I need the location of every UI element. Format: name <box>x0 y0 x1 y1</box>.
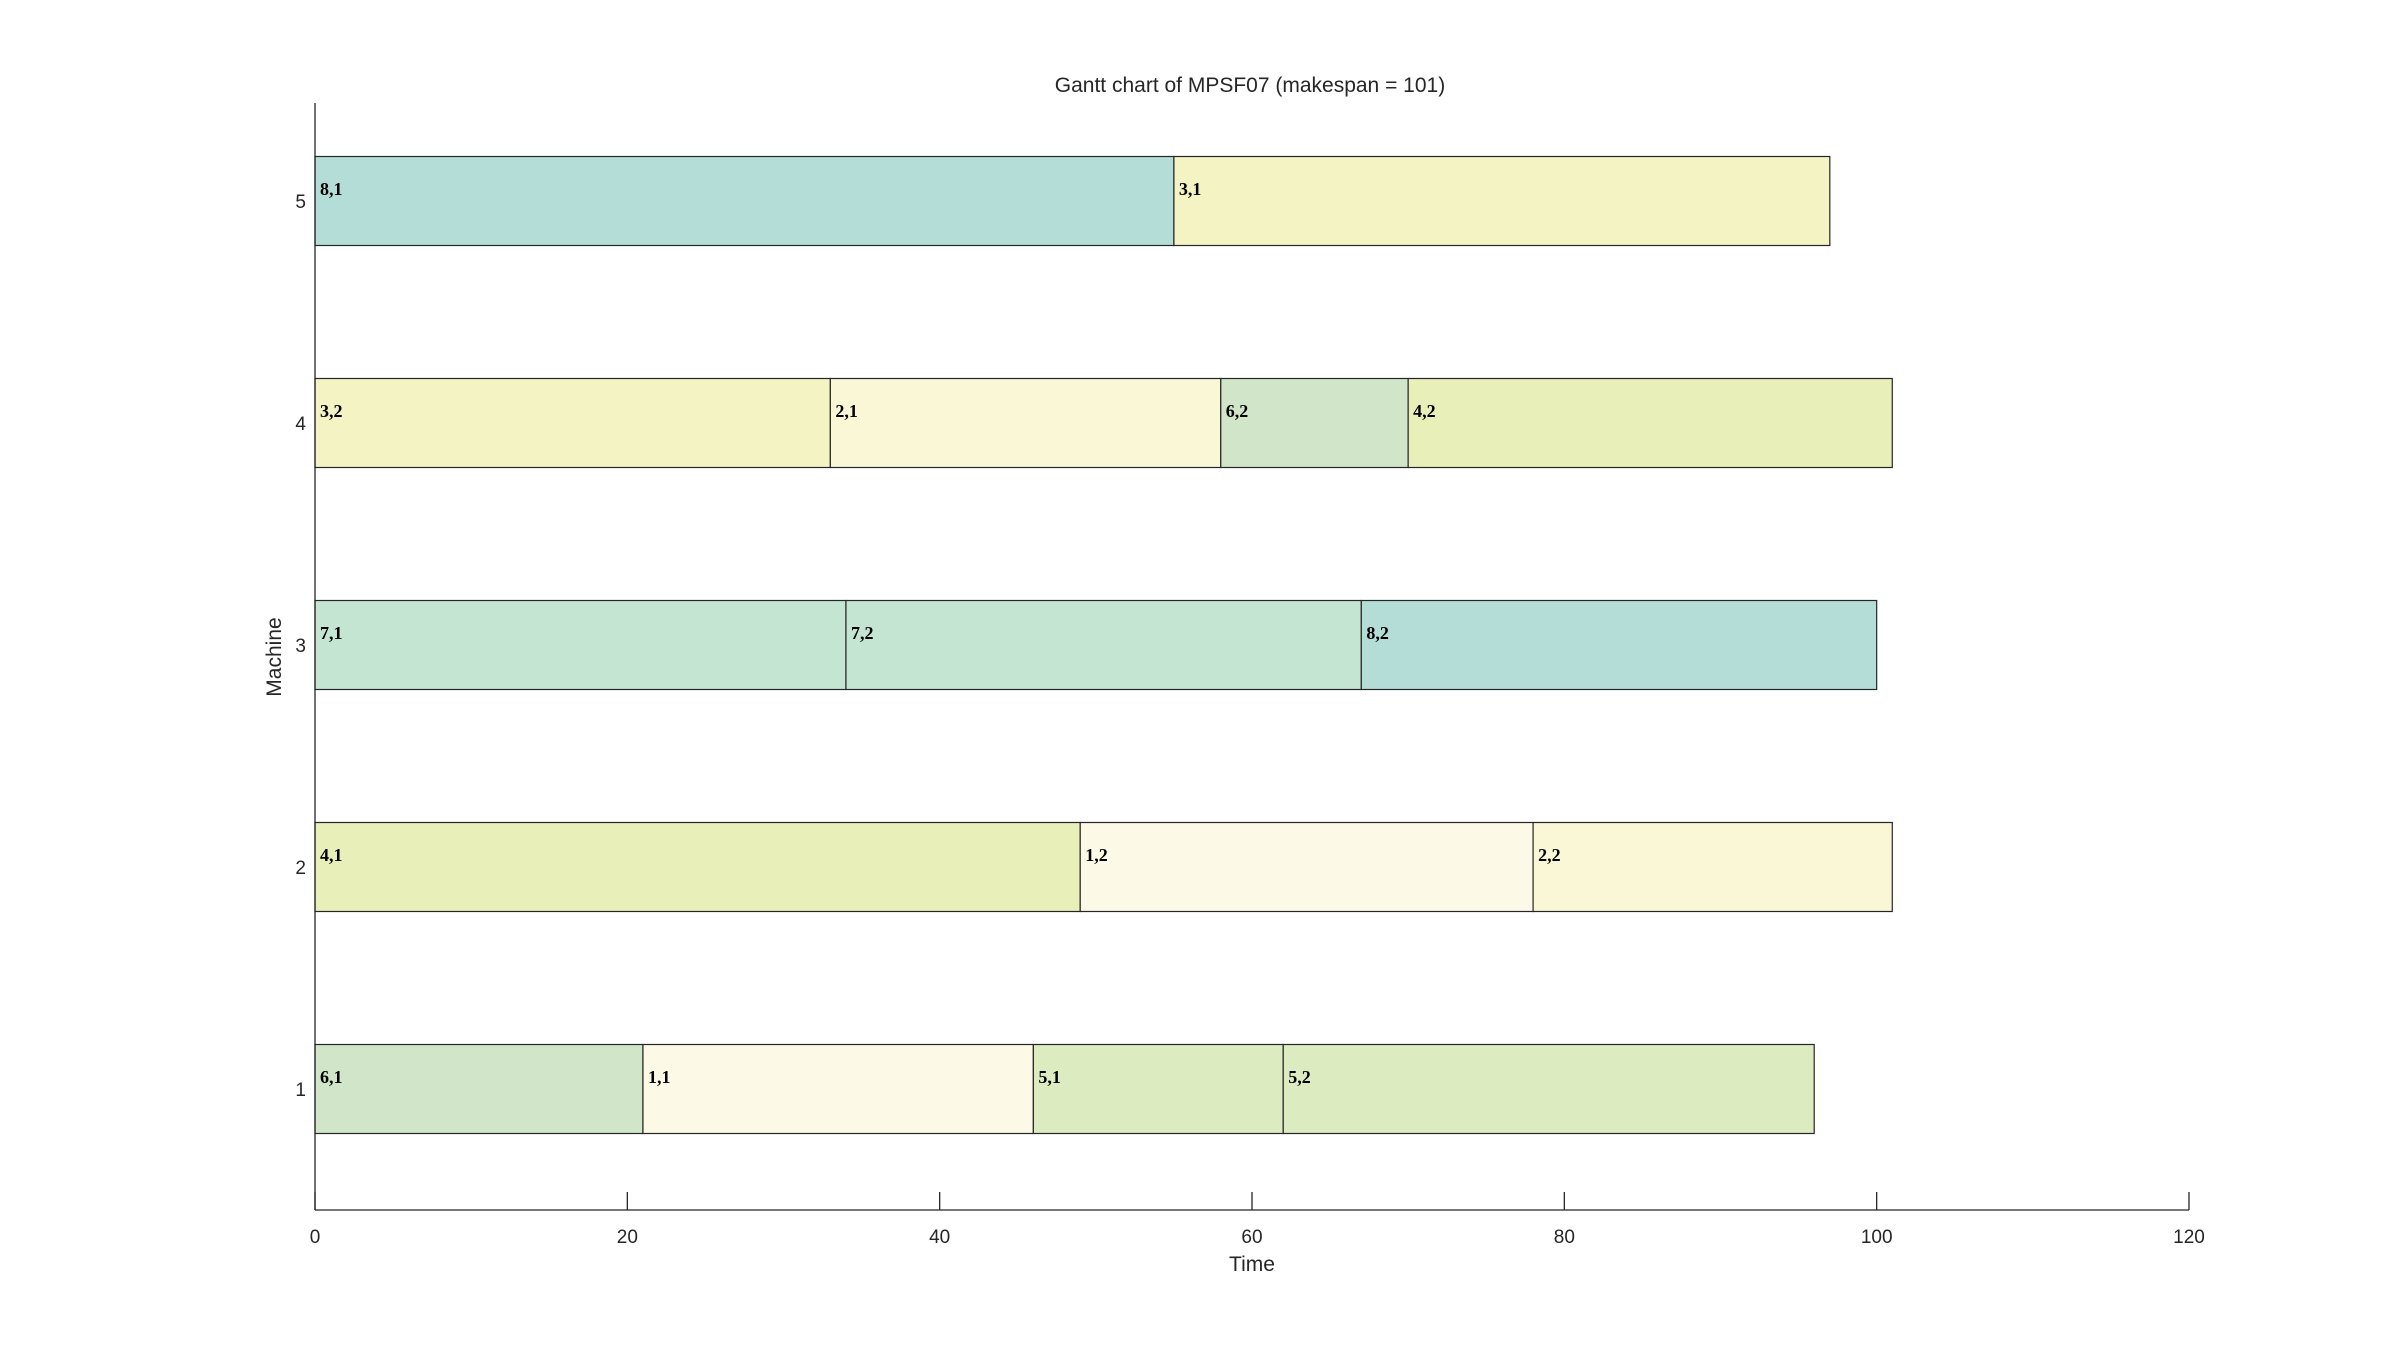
x-tick-label: 80 <box>1554 1227 1575 1248</box>
gantt-bar-label: 5,1 <box>1038 1067 1061 1087</box>
gantt-bar-m5-8-1 <box>314 155 1175 247</box>
x-tick-label: 40 <box>929 1227 950 1248</box>
gantt-bar-label: 5,2 <box>1288 1067 1311 1087</box>
x-tick-label: 120 <box>2173 1227 2205 1248</box>
gantt-bar-label: 2,1 <box>835 401 858 421</box>
gantt-bar-label: 8,1 <box>320 179 343 199</box>
gantt-bar-m1-5-2 <box>1282 1043 1815 1135</box>
gantt-bar-label: 3,2 <box>320 401 343 421</box>
gantt-bar-m3-8-2 <box>1360 599 1878 691</box>
x-tick-label: 60 <box>1241 1227 1262 1248</box>
gantt-bar-label: 4,2 <box>1413 401 1436 421</box>
gantt-bar-m5-3-1 <box>1173 155 1831 247</box>
gantt-bar-label: 7,2 <box>851 623 874 643</box>
gantt-bar-m3-7-1 <box>314 599 847 691</box>
gantt-bar-label: 6,1 <box>320 1067 343 1087</box>
gantt-bar-m3-7-2 <box>845 599 1362 691</box>
y-tick-label: 4 <box>295 414 306 435</box>
x-ticks-group: 0 20 40 60 80 100 120 <box>310 1192 2205 1248</box>
y-tick-label: 3 <box>295 636 306 657</box>
bars-group: 6,1 1,1 5,1 5,2 4,1 1,2 2,2 7,1 7,2 8,2 3,2 2,1 6,2 4… <box>314 155 1893 1135</box>
chart-title: Gantt chart of MPSF07 (makespan = 101) <box>1055 74 1445 97</box>
gantt-bar-label: 7,1 <box>320 623 343 643</box>
gantt-bar-label: 3,1 <box>1179 179 1202 199</box>
gantt-bar-label: 6,2 <box>1226 401 1249 421</box>
gantt-bar-m1-1-1 <box>642 1043 1034 1135</box>
gantt-bar-label: 1,1 <box>648 1067 671 1087</box>
gantt-bar-m2-1-2 <box>1079 821 1534 913</box>
gantt-bar-label: 2,2 <box>1538 845 1561 865</box>
y-tick-label: 1 <box>295 1080 306 1101</box>
gantt-bar-label: 4,1 <box>320 845 343 865</box>
gantt-bar-m1-5-1 <box>1032 1043 1284 1135</box>
y-axis-label: Machine <box>263 617 286 696</box>
gantt-bar-m4-6-2 <box>1220 377 1409 469</box>
y-tick-label: 2 <box>295 858 306 879</box>
x-axis-label: Time <box>1229 1253 1275 1276</box>
gantt-bar-m4-4-2 <box>1407 377 1893 469</box>
gantt-bar-m1-6-1 <box>314 1043 644 1135</box>
gantt-bar-label: 1,2 <box>1085 845 1108 865</box>
y-ticks-group: 1 2 3 4 5 <box>295 192 306 1101</box>
gantt-bar-m4-2-1 <box>829 377 1222 469</box>
x-tick-label: 20 <box>617 1227 638 1248</box>
gantt-bar-m4-3-2 <box>314 377 831 469</box>
gantt-bar-m2-4-1 <box>314 821 1081 913</box>
y-tick-label: 5 <box>295 192 306 213</box>
x-tick-label: 0 <box>310 1227 321 1248</box>
gantt-bar-label: 8,2 <box>1366 623 1389 643</box>
gantt-bar-m2-2-2 <box>1532 821 1893 913</box>
x-tick-label: 100 <box>1861 1227 1893 1248</box>
